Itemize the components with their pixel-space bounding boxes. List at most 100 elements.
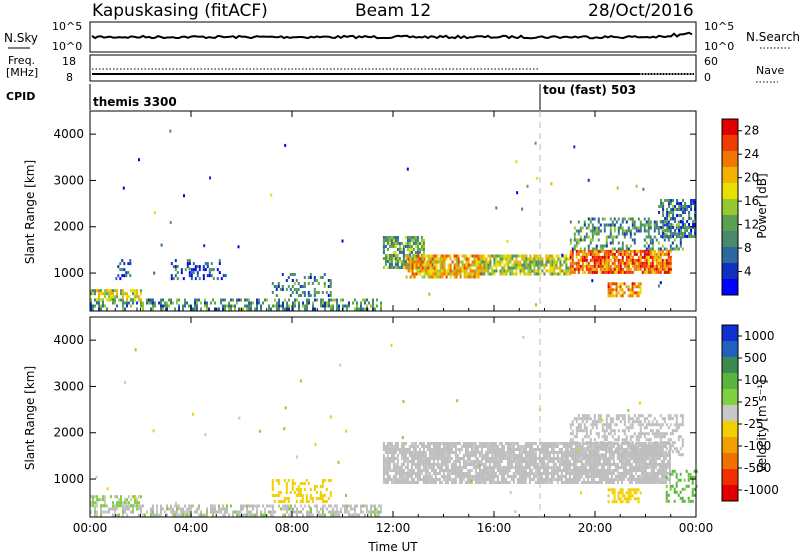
- data-cell: [289, 288, 292, 291]
- data-cell: [646, 472, 649, 475]
- data-cell: [484, 466, 487, 469]
- data-cell: [554, 451, 557, 454]
- data-cell: [578, 475, 581, 478]
- data-cell: [484, 469, 487, 472]
- x-tick-label: 16:00: [477, 521, 512, 535]
- data-cell: [611, 249, 614, 253]
- data-cell: [356, 301, 358, 305]
- data-cell: [611, 223, 614, 227]
- data-cell: [621, 441, 624, 445]
- data-cell: [582, 442, 585, 445]
- data-cell: [667, 270, 670, 274]
- data-cell: [437, 272, 440, 276]
- data-cell: [294, 304, 296, 308]
- data-cell: [572, 469, 575, 472]
- data-cell: [441, 269, 444, 273]
- data-cell: [479, 254, 482, 258]
- data-cell: [591, 217, 594, 221]
- data-cell: [404, 260, 407, 263]
- data-cell: [602, 442, 605, 445]
- data-cell: [136, 301, 138, 305]
- data-cell: [119, 262, 122, 266]
- data-cell: [583, 238, 586, 242]
- data-cell: [636, 463, 639, 466]
- colorbar-segment: [722, 373, 738, 390]
- data-cell: [439, 272, 442, 276]
- data-cell: [108, 292, 110, 296]
- data-cell: [611, 500, 614, 504]
- data-cell: [112, 504, 114, 508]
- data-cell: [303, 291, 306, 294]
- data-cell: [418, 448, 421, 451]
- data-cell: [599, 223, 602, 227]
- data-cell: [457, 260, 460, 264]
- data-cell: [230, 304, 232, 308]
- data-cell: [634, 472, 637, 475]
- data-cell: [202, 265, 205, 269]
- data-cell: [613, 282, 616, 286]
- data-cell: [174, 510, 176, 514]
- data-cell: [577, 264, 580, 268]
- data-cell: [214, 301, 216, 305]
- data-cell: [619, 270, 622, 274]
- data-cell: [477, 275, 480, 279]
- data-cell: [646, 478, 649, 481]
- data-cell: [118, 513, 120, 517]
- data-cell: [496, 457, 499, 460]
- data-cell: [655, 429, 658, 433]
- data-cell: [421, 257, 424, 261]
- velocity-axes: 00:00 04:00 08:00 12:00 16:00 20:00 00:0010002…: [53, 317, 713, 535]
- data-cell: [496, 463, 499, 466]
- data-cell: [580, 466, 583, 469]
- data-cell: [472, 448, 475, 451]
- data-cell: [470, 475, 473, 478]
- data-cell: [611, 255, 614, 259]
- data-cell: [501, 269, 504, 273]
- data-cell: [483, 272, 486, 276]
- data-cell: [414, 463, 417, 466]
- data-cell: [547, 260, 550, 264]
- data-cell: [505, 272, 508, 276]
- data-cell: [466, 454, 469, 457]
- data-cell: [552, 454, 555, 457]
- data-cell: [599, 270, 602, 274]
- data-cell: [410, 257, 413, 260]
- data-cell: [499, 260, 502, 264]
- data-cell: [621, 261, 624, 265]
- data-cell: [621, 226, 624, 230]
- data-cell: [128, 504, 130, 508]
- data-cell: [546, 466, 549, 469]
- data-cell: [407, 257, 410, 261]
- data-cell: [466, 478, 469, 481]
- data-cell: [613, 267, 616, 271]
- data-cell: [583, 270, 586, 274]
- data-cell: [662, 463, 665, 466]
- data-cell: [316, 504, 318, 508]
- data-cell: [586, 460, 589, 463]
- data-cell: [587, 249, 590, 253]
- data-cell: [637, 226, 640, 230]
- data-cell: [534, 469, 537, 472]
- data-cell: [627, 285, 630, 289]
- data-cell: [492, 472, 495, 475]
- data-cell: [617, 438, 620, 442]
- data-cell: [122, 295, 124, 299]
- data-cell: [176, 507, 178, 511]
- data-cell: [520, 478, 523, 481]
- data-cell: [324, 504, 326, 508]
- data-cell: [609, 291, 612, 295]
- data-cell: [117, 274, 120, 278]
- data-cell: [404, 242, 407, 245]
- data-cell: [500, 457, 503, 460]
- data-cell: [583, 258, 586, 262]
- data-cell: [314, 307, 316, 311]
- data-cell: [597, 435, 600, 439]
- data-cell: [254, 513, 256, 517]
- data-cell: [144, 513, 146, 517]
- data-cell: [623, 429, 626, 433]
- data-cell: [416, 478, 419, 481]
- data-cell: [552, 445, 555, 448]
- data-cell: [112, 292, 114, 296]
- data-cell: [285, 488, 288, 491]
- data-cell: [635, 497, 638, 501]
